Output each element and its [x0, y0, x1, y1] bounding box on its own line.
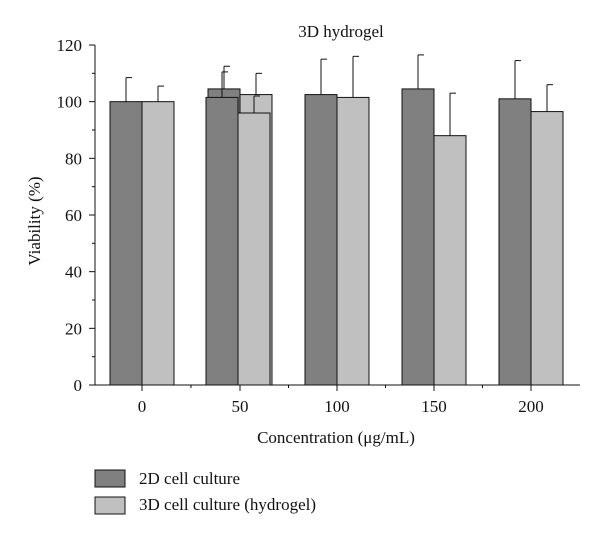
x-tick-label-200: 200 [518, 397, 544, 416]
bar-2d-200 [498, 98, 532, 386]
bar-3d-100 [336, 96, 370, 386]
legend-swatch-2d [94, 469, 126, 488]
x-tick-label-100: 100 [324, 397, 350, 416]
bar-3d-0 [141, 101, 175, 386]
y-tick-label-120: 120 [57, 36, 83, 55]
y-tick-label-20: 20 [65, 319, 82, 338]
y-tick-label-100: 100 [57, 93, 83, 112]
y-tick-label-80: 80 [65, 149, 82, 168]
bar-2d-150 [401, 88, 435, 386]
x-tick-label-150: 150 [421, 397, 447, 416]
bar-2d-0 [109, 101, 143, 386]
bar-extra-2 [237, 112, 271, 386]
legend-swatch-3d [94, 496, 126, 515]
bar-3d-200 [530, 111, 564, 386]
x-axis-label: Concentration (μg/mL) [257, 428, 415, 447]
plot-area: 0 20 40 60 80 100 120 0 50 100 150 200 [57, 36, 580, 416]
y-axis-label: Viability (%) [25, 176, 44, 265]
chart-title: 3D hydrogel [298, 22, 384, 41]
x-tick-label-0: 0 [138, 397, 147, 416]
bar-extra-1 [205, 96, 239, 386]
bar-3d-150 [433, 135, 467, 386]
y-tick-label-40: 40 [65, 263, 82, 282]
y-tick-label-60: 60 [65, 206, 82, 225]
legend-label-2d: 2D cell culture [139, 469, 240, 488]
y-tick-label-0: 0 [74, 376, 83, 395]
legend: 2D cell culture 3D cell culture (hydroge… [94, 469, 316, 515]
x-tick-label-50: 50 [232, 397, 249, 416]
legend-label-3d: 3D cell culture (hydrogel) [139, 495, 316, 514]
bar-2d-100 [304, 94, 338, 386]
